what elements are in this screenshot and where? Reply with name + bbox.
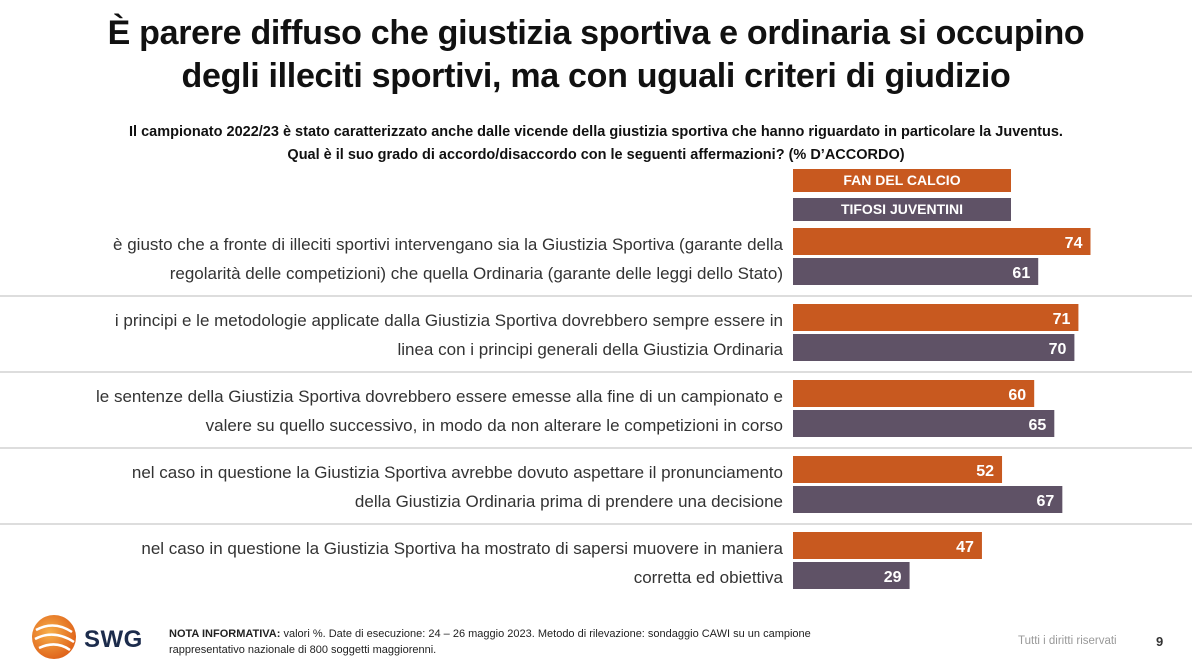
category-label: nel caso in questione la Giustizia Sport…	[141, 539, 783, 558]
page-title: È parere diffuso che giustizia sportiva …	[0, 12, 1192, 98]
category-label: valere su quello successivo, in modo da …	[206, 416, 783, 435]
bar	[793, 304, 1079, 331]
swg-logo-icon	[32, 615, 76, 659]
bar	[793, 410, 1055, 437]
data-label: 70	[1049, 341, 1067, 358]
bar	[793, 456, 1003, 483]
rights-reserved: Tutti i diritti riservati	[1018, 635, 1117, 647]
data-label: 29	[884, 569, 902, 586]
category-label: della Giustizia Ordinaria prima di prend…	[355, 492, 783, 511]
data-label: 65	[1029, 417, 1047, 434]
bar	[793, 532, 982, 559]
data-label: 71	[1053, 311, 1071, 328]
legend-fan-del-calcio: FAN DEL CALCIO	[793, 169, 1011, 192]
category-label: nel caso in questione la Giustizia Sport…	[132, 463, 783, 482]
title-line-1: È parere diffuso che giustizia sportiva …	[107, 14, 1085, 52]
footer-note: NOTA INFORMATIVA: valori %. Date di esec…	[169, 626, 811, 658]
data-label: 47	[956, 539, 974, 556]
data-label: 74	[1065, 235, 1083, 252]
bar	[793, 380, 1035, 407]
note-text-1: valori %. Date di esecuzione: 24 – 26 ma…	[280, 628, 811, 640]
bar	[793, 486, 1063, 513]
category-label: è giusto che a fronte di illeciti sporti…	[113, 235, 784, 254]
note-label: NOTA INFORMATIVA:	[169, 628, 281, 640]
survey-question: Il campionato 2022/23 è stato caratteriz…	[0, 121, 1192, 167]
data-label: 67	[1037, 493, 1055, 510]
data-label: 61	[1012, 265, 1030, 282]
legend-tifosi-juventini: TIFOSI JUVENTINI	[793, 198, 1011, 221]
bar	[793, 228, 1091, 255]
category-label: corretta ed obiettiva	[634, 568, 784, 587]
bar	[793, 258, 1039, 285]
category-label: regolarità delle competizioni) che quell…	[170, 264, 783, 283]
category-label: le sentenze della Giustizia Sportiva dov…	[96, 387, 783, 406]
note-text-2: rappresentativo nazionale di 800 soggett…	[169, 644, 437, 656]
category-label: i principi e le metodologie applicate da…	[115, 311, 783, 330]
question-line-2: Qual è il suo grado di accordo/disaccord…	[287, 147, 905, 163]
swg-logo-text: SWG	[84, 626, 143, 653]
bar-chart: è giusto che a fronte di illeciti sporti…	[0, 228, 1192, 589]
question-line-1: Il campionato 2022/23 è stato caratteriz…	[129, 124, 1063, 140]
bar	[793, 334, 1075, 361]
category-label: linea con i principi generali della Gius…	[397, 340, 783, 359]
page-number: 9	[1156, 634, 1164, 649]
data-label: 52	[976, 463, 994, 480]
data-label: 60	[1008, 387, 1026, 404]
bar	[793, 562, 910, 589]
title-line-2: degli illeciti sportivi, ma con uguali c…	[181, 57, 1011, 95]
